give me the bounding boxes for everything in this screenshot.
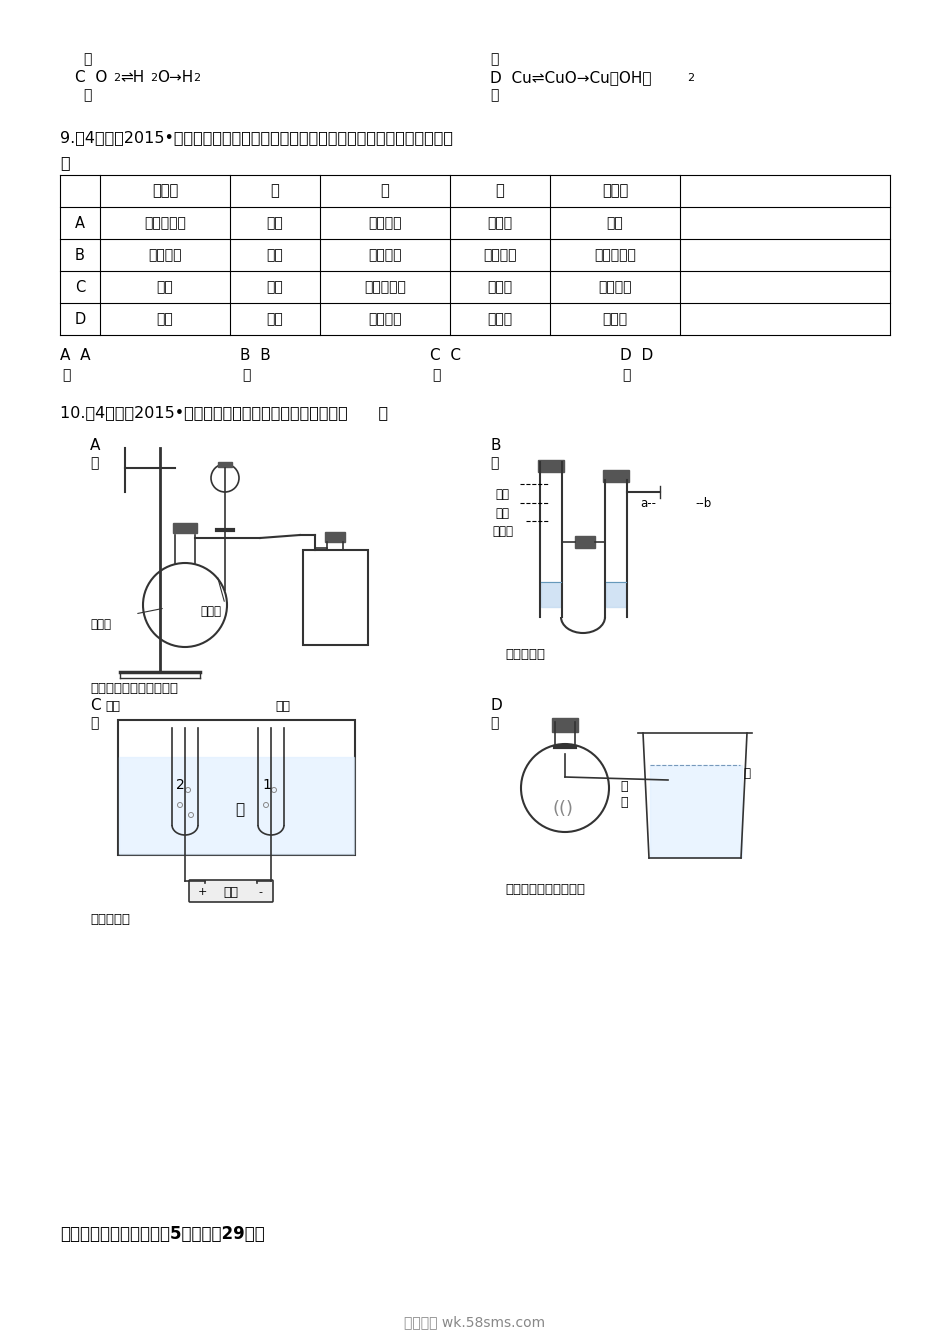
Text: 一氧化碳: 一氧化碳: [598, 280, 632, 294]
Text: 电解水实验: 电解水实验: [90, 913, 130, 926]
Text: ・: ・: [622, 368, 631, 382]
Text: 冰水混合物: 冰水混合物: [144, 216, 186, 230]
Text: A: A: [75, 215, 85, 231]
Text: 醛酸: 醛酸: [267, 312, 283, 327]
Text: +: +: [198, 887, 207, 896]
Text: 硫酸钓: 硫酸钓: [487, 216, 513, 230]
Text: B: B: [490, 438, 501, 453]
Text: 氢氧化钓: 氢氧化钓: [369, 249, 402, 262]
Text: 测定空气中氧气的含量: 测定空气中氧气的含量: [505, 883, 585, 896]
Text: 9.（4分）（2015•大庆）下列关于混合物、酸、碱、盐、氧化物分类完全正确的是（: 9.（4分）（2015•大庆）下列关于混合物、酸、碱、盐、氧化物分类完全正确的是…: [60, 130, 453, 145]
Text: ・: ・: [90, 456, 99, 470]
Text: 木: 木: [620, 780, 628, 793]
Text: 硫酸: 硫酸: [267, 216, 283, 230]
Text: ・: ・: [432, 368, 441, 382]
Text: 碳酸氢钓: 碳酸氢钓: [484, 249, 517, 262]
Text: 碱式碳酸铜: 碱式碳酸铜: [364, 280, 406, 294]
Text: 食盐水: 食盐水: [492, 526, 513, 538]
Text: 2: 2: [113, 73, 120, 83]
Text: 盐酸: 盐酸: [267, 280, 283, 294]
Bar: [650, 765, 742, 857]
Text: 五八文库 wk.58sms.com: 五八文库 wk.58sms.com: [405, 1314, 545, 1329]
Text: 氧化物: 氧化物: [602, 184, 628, 199]
Text: A: A: [90, 438, 101, 453]
Text: --b: --b: [695, 497, 712, 509]
Text: ・: ・: [490, 52, 499, 66]
Text: 合金: 合金: [157, 280, 173, 294]
Bar: [575, 536, 595, 548]
Text: 碳酸钓: 碳酸钓: [487, 312, 513, 327]
Text: 10.（4分）（2015•大庆）下列装置不能达到实验目的是（      ）: 10.（4分）（2015•大庆）下列装置不能达到实验目的是（ ）: [60, 405, 389, 419]
Text: 水: 水: [235, 802, 244, 817]
Text: ⇌H: ⇌H: [120, 70, 144, 85]
Text: ・: ・: [83, 87, 91, 102]
Text: 混合物: 混合物: [152, 184, 179, 199]
Text: ）: ）: [60, 155, 69, 169]
Text: 电池: 电池: [223, 886, 238, 899]
Text: 1: 1: [262, 778, 271, 792]
Bar: [606, 582, 626, 607]
Text: D: D: [74, 312, 85, 327]
Bar: [325, 532, 345, 542]
Text: 铁钉: 铁钉: [495, 507, 509, 520]
Text: ・: ・: [90, 716, 99, 730]
Bar: [603, 470, 629, 482]
Bar: [218, 462, 232, 466]
Text: 2: 2: [193, 73, 200, 83]
Text: 炭: 炭: [620, 796, 628, 809]
Text: 酸: 酸: [271, 184, 279, 199]
Text: a--: a--: [640, 497, 656, 509]
Bar: [173, 523, 197, 534]
Text: O→H: O→H: [157, 70, 193, 85]
Text: 氮气: 氮气: [105, 700, 120, 714]
Text: A  A: A A: [60, 348, 90, 363]
Bar: [118, 720, 355, 855]
Text: 氯化銀: 氯化銀: [487, 280, 513, 294]
Text: 碱: 碱: [381, 184, 390, 199]
Bar: [552, 718, 578, 732]
Text: 氢氧化钓: 氢氧化钓: [369, 216, 402, 230]
Text: ・: ・: [62, 368, 70, 382]
Text: C: C: [75, 280, 86, 294]
Text: C  C: C C: [430, 348, 461, 363]
Bar: [303, 550, 368, 645]
Text: 空气: 空气: [495, 488, 509, 501]
Text: 制取二氧化碳气体并收集: 制取二氧化碳气体并收集: [90, 681, 178, 695]
Text: 2: 2: [176, 778, 184, 792]
Text: B  B: B B: [240, 348, 271, 363]
Text: C  O: C O: [75, 70, 107, 85]
Text: 盐: 盐: [496, 184, 504, 199]
Text: ((): ((): [553, 800, 574, 818]
Text: 氢氧化钓: 氢氧化钓: [369, 312, 402, 327]
Text: ・: ・: [83, 52, 91, 66]
Text: 2: 2: [150, 73, 157, 83]
Bar: [538, 460, 564, 472]
Text: D  Cu⇌CuO→Cu（OH）: D Cu⇌CuO→Cu（OH）: [490, 70, 652, 85]
Text: 2: 2: [687, 73, 694, 83]
Text: B: B: [75, 247, 85, 262]
Text: 钓铁的腑蚀: 钓铁的腑蚀: [505, 648, 545, 661]
Text: -: -: [258, 887, 262, 896]
Text: C: C: [90, 698, 101, 714]
Text: 氧气: 氧气: [275, 700, 290, 714]
Text: D  D: D D: [620, 348, 654, 363]
Text: D: D: [490, 698, 502, 714]
Text: ・: ・: [242, 368, 251, 382]
Text: ・: ・: [490, 716, 499, 730]
FancyBboxPatch shape: [189, 880, 273, 902]
Text: 干冰: 干冰: [607, 216, 623, 230]
Bar: [119, 757, 354, 853]
Text: 空气: 空气: [157, 312, 173, 327]
Bar: [541, 582, 561, 607]
Text: 稏盐酸: 稏盐酸: [200, 605, 221, 618]
Text: ・: ・: [490, 456, 499, 470]
Text: 水: 水: [743, 767, 750, 780]
Text: 四氧化三铁: 四氧化三铁: [594, 249, 636, 262]
Text: 皑酸: 皑酸: [267, 249, 283, 262]
Text: 碳酸钓: 碳酸钓: [90, 618, 111, 630]
Text: 二、非选择题（本题包括5小题，共29分）: 二、非选择题（本题包括5小题，共29分）: [60, 1224, 265, 1243]
Text: 焦炉煮气: 焦炉煮气: [148, 249, 181, 262]
Text: ・: ・: [490, 87, 499, 102]
Text: 氯酸鐴: 氯酸鐴: [602, 312, 628, 327]
